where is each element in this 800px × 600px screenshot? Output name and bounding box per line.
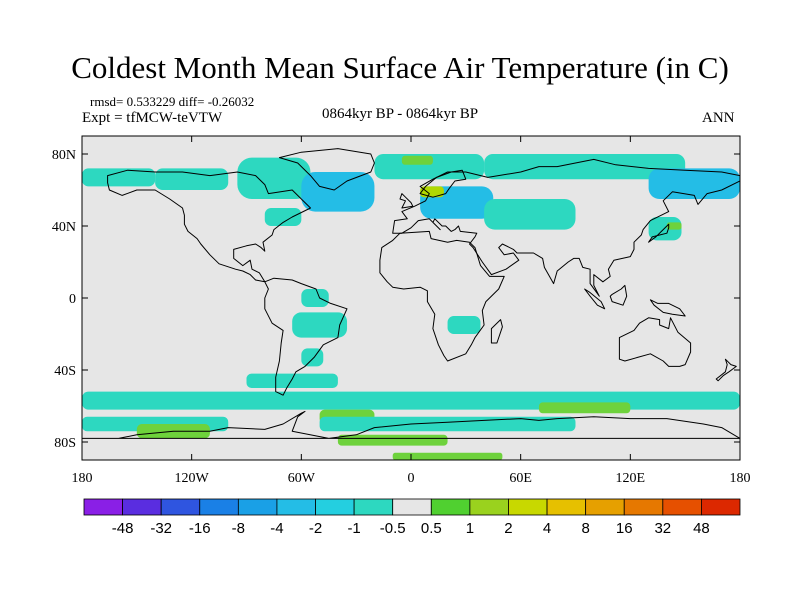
colorbar-label: 0.5 [421, 520, 442, 537]
x-tick-label: 180 [72, 471, 93, 486]
colorbar-swatch [469, 498, 509, 516]
anomaly-region-18 [246, 373, 338, 388]
colorbar-label: 16 [616, 520, 633, 537]
colorbar-label: -16 [189, 520, 211, 537]
anomaly-region-2 [264, 208, 302, 226]
x-tick-label: 120W [175, 471, 210, 486]
season-label: ANN [702, 110, 735, 126]
anomaly-region-26 [392, 452, 503, 460]
anomaly-region-19 [82, 391, 740, 410]
x-tick-label: 0 [408, 471, 415, 486]
y-axis: 80N 40N 0 40S 80S [52, 148, 740, 451]
y-tick-label: 0 [69, 292, 76, 307]
y-tick-label: 40N [52, 220, 76, 235]
x-axis: 180 120W 60W 0 60E 120E 180 [72, 136, 751, 486]
colorbar-label: -48 [112, 520, 134, 537]
map-title: Coldest Month Mean Surface Air Temperatu… [71, 50, 729, 85]
coastline-japan [648, 223, 670, 243]
anomaly-region-9 [484, 199, 576, 230]
anomaly-region-24 [538, 402, 631, 414]
coastline-borneo [609, 284, 628, 306]
colorbar-label: 1 [466, 520, 474, 537]
colorbar-label: 48 [693, 520, 710, 537]
coastline-australia [618, 317, 692, 367]
x-tick-label: 60E [509, 471, 532, 486]
anomaly-region-16 [301, 348, 324, 367]
coastline-sumatra [584, 288, 606, 310]
colorbar-label: 4 [543, 520, 551, 537]
coastlines [82, 148, 740, 439]
colorbar-swatch [430, 498, 471, 516]
colorbar-swatch [585, 498, 625, 516]
anomaly-region-23 [319, 416, 576, 432]
colorbar-swatch [276, 498, 316, 516]
coastline-madagascar [490, 319, 503, 344]
colorbar-label: -0.5 [380, 520, 406, 537]
x-tick-label: 180 [730, 471, 751, 486]
colorbar-label: -1 [347, 520, 360, 537]
anomaly-region-3 [301, 172, 375, 212]
anomaly-region-14 [301, 289, 329, 307]
colorbar-swatch [662, 498, 702, 516]
y-tick-label: 80N [52, 148, 76, 163]
colorbar-label: 8 [581, 520, 589, 537]
colorbar-label: -4 [270, 520, 283, 537]
coastline-europe-asia [392, 158, 740, 297]
colorbar-label: -2 [309, 520, 322, 537]
colorbar-swatch [122, 498, 162, 516]
colorbar-swatch [160, 498, 201, 516]
colorbar-label: -8 [232, 520, 245, 537]
coastline-antarctica [82, 410, 740, 439]
period-label: 0864kyr BP - 0864kyr BP [321, 106, 479, 122]
anomaly-region-13 [82, 168, 156, 187]
anomaly-region-12 [666, 222, 682, 230]
coastline-new-guinea [649, 299, 686, 317]
anomaly-region-17 [447, 316, 481, 334]
colorbar-swatch [546, 498, 587, 516]
colorbar-swatch [237, 498, 278, 516]
colorbar-swatch [508, 498, 548, 516]
x-tick-label: 60W [288, 471, 316, 486]
colorbar-swatch [623, 498, 664, 516]
colorbar-swatch [83, 498, 123, 516]
anomaly-region-15 [292, 312, 348, 338]
y-tick-label: 80S [54, 436, 76, 451]
coastline-scandinavia [419, 169, 467, 198]
colorbar: -48 -32 -16 -8 -4 -2 -1 -0.5 0.5 1 2 4 8 16 32 48 [83, 498, 741, 537]
anomaly-region-8 [484, 154, 686, 180]
colorbar-swatch [315, 498, 355, 516]
coastline-south-america [264, 277, 348, 396]
colorbar-label: -32 [150, 520, 172, 537]
colorbar-swatch [392, 498, 432, 516]
coastline-new-zealand [715, 358, 737, 382]
anomaly-regions [82, 154, 740, 460]
coastline-africa [379, 230, 505, 362]
colorbar-swatch [199, 498, 239, 516]
anomaly-region-7 [420, 186, 444, 198]
colorbar-swatch [353, 498, 394, 516]
anomaly-region-5 [401, 155, 433, 165]
coastline-great-britain [399, 193, 414, 209]
colorbar-label: 32 [654, 520, 671, 537]
anomaly-region-0 [155, 168, 229, 190]
coastline-north-america [107, 169, 311, 283]
y-tick-label: 40S [54, 364, 76, 379]
coastline-greenland [278, 148, 375, 191]
colorbar-label: 2 [504, 520, 512, 537]
x-tick-label: 120E [616, 471, 646, 486]
rmsd-diff-stats: rmsd= 0.533229 diff= -0.26032 [90, 94, 255, 109]
colorbar-swatch [701, 498, 741, 516]
anomaly-region-1 [237, 157, 311, 199]
anomaly-region-25 [337, 434, 448, 446]
experiment-label: Expt = tfMCW-teVTW [82, 110, 223, 126]
